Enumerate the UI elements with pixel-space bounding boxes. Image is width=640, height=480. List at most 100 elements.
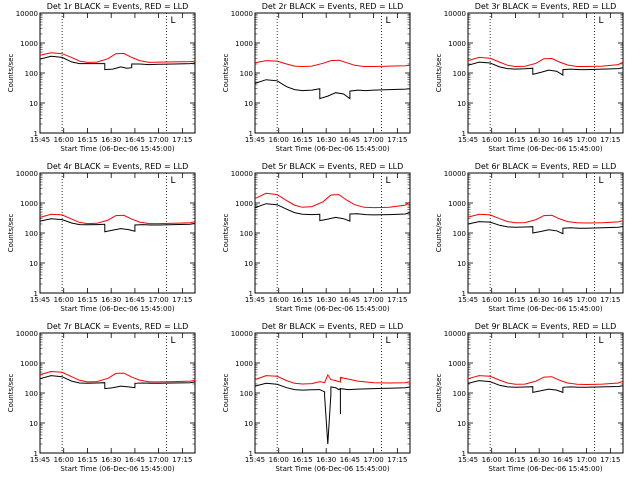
panel-8-xtick-label: 17:15 [387, 456, 407, 464]
panel-4-marker-label: L [171, 176, 176, 186]
panel-3-xtick-label: 16:30 [529, 136, 549, 144]
panel-5-ytick-label: 100 [240, 230, 253, 238]
panel-5-events-series-line [254, 203, 411, 222]
panel-6-ylabel: Counts/sec [435, 214, 443, 253]
panel-3-ytick-label: 100 [453, 70, 466, 78]
panel-4-xtick-label: 17:15 [172, 296, 192, 304]
panel-1-marker-label: L [171, 16, 176, 26]
panel-2-marker-label: L [386, 16, 391, 26]
panel-3-ytick-label: 10000 [444, 10, 466, 18]
panel-9-ytick-label: 10000 [444, 330, 466, 338]
panel-4-title: Det 4r BLACK = Events, RED = LLD [47, 162, 189, 171]
panel-1-ytick-label: 10 [29, 100, 38, 108]
panel-8-xtick-label: 16:15 [292, 456, 312, 464]
panel-4-xtick-label: 16:00 [54, 296, 74, 304]
panel-4-ytick-label: 10000 [16, 170, 38, 178]
panel-1-ytick-label: 10000 [16, 10, 38, 18]
panel-9-ytick-label: 1 [462, 450, 466, 458]
panel-6-ytick-label: 10 [457, 260, 466, 268]
panel-6-ytick-label: 10000 [444, 170, 466, 178]
panel-4-xlabel: Start Time (06-Dec-06 15:45:00) [60, 305, 174, 313]
panel-6-plot-frame [467, 172, 624, 294]
panel-1-xtick-label: 16:15 [77, 136, 97, 144]
panel-7-ytick-label: 10 [29, 420, 38, 428]
panel-7-xtick-label: 16:15 [77, 456, 97, 464]
panel-2-ytick-label: 100 [240, 70, 253, 78]
panel-3-events-series-line [467, 61, 624, 76]
panel-8-xtick-label: 16:00 [269, 456, 289, 464]
panel-2-title: Det 2r BLACK = Events, RED = LLD [262, 2, 404, 11]
panel-8-events-series-line [254, 382, 411, 445]
panel-7-xtick-label: 15:45 [30, 456, 50, 464]
panel-5-xtick-label: 17:15 [387, 296, 407, 304]
panel-1-xtick-label: 17:00 [149, 136, 169, 144]
panel-4-xtick-label: 17:00 [149, 296, 169, 304]
panel-1-xtick-label: 16:00 [54, 136, 74, 144]
panel-1-xtick-label: 16:45 [125, 136, 145, 144]
panel-9-ytick-label: 1000 [448, 360, 466, 368]
panel-9-events-series-line [467, 380, 624, 394]
panel-4-xtick-label: 16:45 [125, 296, 145, 304]
panel-1-xtick-label: 16:30 [101, 136, 121, 144]
panel-8-xtick-label: 16:30 [316, 456, 336, 464]
panel-6-ytick-label: 1 [462, 290, 466, 298]
panel-1-ylabel: Counts/sec [7, 54, 15, 93]
panel-2-ytick-label: 1 [249, 130, 253, 138]
panel-8-lld-series-line [254, 373, 411, 385]
panel-9-xtick-label: 16:00 [482, 456, 502, 464]
panel-3-xtick-label: 16:15 [505, 136, 525, 144]
panel-5-ytick-label: 10 [244, 260, 253, 268]
panel-6-xtick-label: 17:15 [600, 296, 620, 304]
panel-5-ytick-label: 10000 [231, 170, 253, 178]
panel-2-events-series-line [254, 79, 411, 100]
panel-9-lld-series-line [467, 375, 624, 386]
panel-7-ytick-label: 10000 [16, 330, 38, 338]
panel-4-ytick-label: 1 [34, 290, 38, 298]
panel-1-events-series-line [39, 55, 196, 71]
panel-2-xtick-label: 16:30 [316, 136, 336, 144]
panel-1-xlabel: Start Time (06-Dec-06 15:45:00) [60, 145, 174, 153]
panel-9-xtick-label: 15:45 [458, 456, 478, 464]
panel-3-xtick-label: 16:45 [553, 136, 573, 144]
panel-2-plot-frame [254, 12, 411, 134]
panel-1-ytick-label: 1000 [20, 40, 38, 48]
panel-3-xtick-label: 15:45 [458, 136, 478, 144]
panel-1-ytick-label: 1 [34, 130, 38, 138]
panel-2-lld-series-line [254, 59, 411, 68]
panel-4-ytick-label: 1000 [20, 200, 38, 208]
panel-8-title: Det 8r BLACK = Events, RED = LLD [262, 322, 404, 331]
panel-9-xtick-label: 16:30 [529, 456, 549, 464]
panel-1-xtick-label: 15:45 [30, 136, 50, 144]
panel-7-xtick-label: 17:00 [149, 456, 169, 464]
panel-7-title: Det 7r BLACK = Events, RED = LLD [47, 322, 189, 331]
panel-5-ytick-label: 1 [249, 290, 253, 298]
panel-6-title: Det 6r BLACK = Events, RED = LLD [475, 162, 617, 171]
panel-5-xtick-label: 15:45 [245, 296, 265, 304]
panel-7-xtick-label: 17:15 [172, 456, 192, 464]
panel-9-title: Det 9r BLACK = Events, RED = LLD [475, 322, 617, 331]
panel-7-ytick-label: 1000 [20, 360, 38, 368]
panel-8-xtick-label: 16:45 [340, 456, 360, 464]
panel-4-events-series-line [39, 218, 196, 233]
panel-8-ytick-label: 10 [244, 420, 253, 428]
panel-8-ylabel: Counts/sec [222, 374, 230, 413]
panel-6-xtick-label: 16:30 [529, 296, 549, 304]
panel-3-marker-label: L [599, 16, 604, 26]
panel-7-marker-label: L [171, 336, 176, 346]
panel-3-ytick-label: 1000 [448, 40, 466, 48]
panel-7-events-series-line [39, 375, 196, 390]
panel-2-ytick-label: 10000 [231, 10, 253, 18]
panel-9-xtick-label: 16:15 [505, 456, 525, 464]
panel-7-plot-frame [39, 332, 196, 454]
panel-5-ytick-label: 1000 [235, 200, 253, 208]
panel-5-ylabel: Counts/sec [222, 214, 230, 253]
panel-2-xtick-label: 16:45 [340, 136, 360, 144]
panel-8-xtick-label: 15:45 [245, 456, 265, 464]
panel-6-lld-series-line [467, 213, 624, 224]
panel-9-xtick-label: 16:45 [553, 456, 573, 464]
panel-9-marker-label: L [599, 336, 604, 346]
panel-4-xtick-label: 16:15 [77, 296, 97, 304]
panel-6-xtick-label: 17:00 [577, 296, 597, 304]
panel-3-xlabel: Start Time (06-Dec-06 15:45:00) [488, 145, 602, 153]
